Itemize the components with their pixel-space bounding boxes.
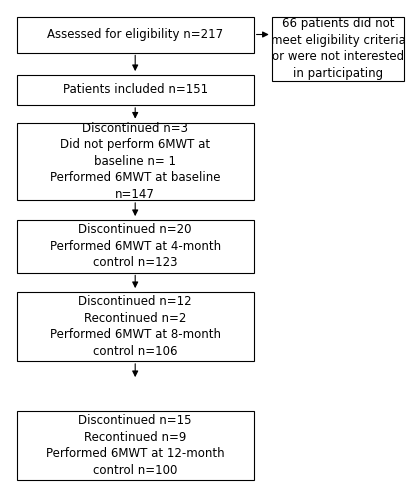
Text: Discontinued n=20
Performed 6MWT at 4-month
control n=123: Discontinued n=20 Performed 6MWT at 4-mo… [50, 223, 221, 269]
FancyBboxPatch shape [17, 220, 254, 272]
FancyBboxPatch shape [17, 411, 254, 480]
Text: Discontinued n=15
Recontinued n=9
Performed 6MWT at 12-month
control n=100: Discontinued n=15 Recontinued n=9 Perfor… [46, 414, 225, 477]
Text: Discontinued n=3
Did not perform 6MWT at
baseline n= 1
Performed 6MWT at baselin: Discontinued n=3 Did not perform 6MWT at… [50, 122, 220, 200]
Text: 66 patients did not
meet eligibility criteria
or were not interested
in particip: 66 patients did not meet eligibility cri… [270, 18, 406, 80]
Text: Discontinued n=12
Recontinued n=2
Performed 6MWT at 8-month
control n=106: Discontinued n=12 Recontinued n=2 Perfor… [50, 295, 221, 358]
FancyBboxPatch shape [17, 75, 254, 105]
FancyBboxPatch shape [272, 16, 404, 81]
FancyBboxPatch shape [17, 292, 254, 361]
FancyBboxPatch shape [17, 16, 254, 52]
FancyBboxPatch shape [17, 122, 254, 200]
Text: Patients included n=151: Patients included n=151 [63, 84, 208, 96]
Text: Assessed for eligibility n=217: Assessed for eligibility n=217 [47, 28, 223, 41]
